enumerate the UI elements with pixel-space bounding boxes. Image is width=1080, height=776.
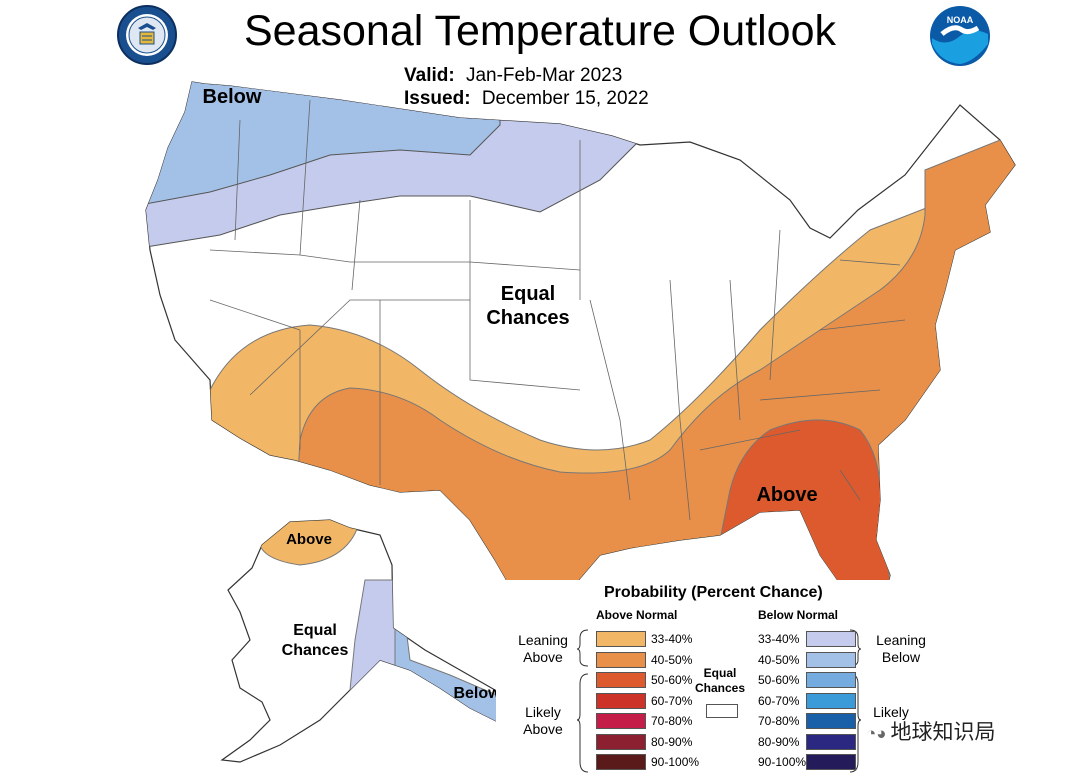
legend-equal-swatch xyxy=(706,704,738,718)
leaning-above-line1: Leaning xyxy=(518,632,568,648)
legend-below-swatch-6 xyxy=(806,754,856,770)
legend-below-range-5: 80-90% xyxy=(758,734,800,749)
legend-above-range-6: 90-100% xyxy=(651,755,700,769)
likely-below-line1: Likely xyxy=(873,704,909,720)
legend-above-swatch-3 xyxy=(596,692,646,709)
likely-above-line2: Above xyxy=(523,721,563,737)
label-above-alaska: Above xyxy=(286,531,332,548)
label-below-northwest: Below xyxy=(202,86,262,108)
legend-below-range-6: 90-100% xyxy=(758,755,807,769)
leaning-below-line2: Below xyxy=(881,649,921,665)
equal-line1: Equal xyxy=(703,666,737,680)
likely-above-line1: Likely xyxy=(525,704,561,720)
legend-below-header: Below Normal xyxy=(758,608,839,622)
legend-above-swatch-5 xyxy=(596,733,646,750)
watermark-text: 地球知识局 xyxy=(890,721,996,744)
legend-above-swatch-0 xyxy=(596,631,646,647)
legend-below-range-1: 40-50% xyxy=(758,652,800,667)
svg-text:NOAA: NOAA xyxy=(947,15,974,25)
legend-likely-above: Likely Above xyxy=(508,704,578,738)
leaning-above-line2: Above xyxy=(523,649,563,665)
legend-above-header: Above Normal xyxy=(596,608,678,622)
legend-below-range-4: 70-80% xyxy=(758,714,800,728)
legend-below-swatch-5 xyxy=(806,733,856,750)
legend-below-swatch-1 xyxy=(806,651,856,668)
legend-above-swatch-6 xyxy=(596,754,646,770)
legend-above-range-2: 50-60% xyxy=(651,673,693,687)
legend-above-range-3: 60-70% xyxy=(651,693,693,708)
issued-value: December 15, 2022 xyxy=(481,88,649,109)
legend-above-range-5: 80-90% xyxy=(651,734,693,749)
legend-likely-below: Likely xyxy=(866,704,916,721)
legend: Probability (Percent Chance) Above Norma… xyxy=(496,580,986,774)
commerce-seal-icon xyxy=(117,5,177,65)
equal-chances-line1: Equal xyxy=(500,283,556,305)
legend-below-swatch-2 xyxy=(806,672,856,688)
valid-line: Valid: Jan-Feb-Mar 2023 xyxy=(404,64,704,88)
watermark: ◔◕ 地球知识局 xyxy=(866,716,1066,746)
legend-above-range-1: 40-50% xyxy=(651,652,693,667)
label-above-southeast: Above xyxy=(756,484,818,506)
label-equal-chances-conus: Equal Chances xyxy=(470,282,586,330)
legend-leaning-below: Leaning Below xyxy=(866,632,936,666)
label-below-alaska: Below xyxy=(453,685,501,702)
right-brace-icon xyxy=(849,629,862,773)
valid-value: Jan-Feb-Mar 2023 xyxy=(465,65,623,86)
legend-above-range-4: 70-80% xyxy=(651,714,693,728)
legend-above-swatch-2 xyxy=(596,672,646,688)
legend-below-swatch-4 xyxy=(806,713,856,729)
issued-label: Issued: xyxy=(404,88,471,109)
legend-equal-chances: Equal Chances xyxy=(692,666,748,696)
equal-chances-line2: Chances xyxy=(486,307,570,329)
page-title: Seasonal Temperature Outlook xyxy=(243,7,836,55)
legend-below-swatch-3 xyxy=(806,692,856,709)
label-equal-chances-alaska: Equal Chances xyxy=(270,621,360,661)
ak-equal-line2: Chances xyxy=(281,642,349,659)
legend-below-range-2: 50-60% xyxy=(758,673,800,687)
legend-title: Probability (Percent Chance) xyxy=(604,584,823,601)
legend-above-swatch-4 xyxy=(596,713,646,729)
valid-label: Valid: xyxy=(404,65,455,86)
legend-leaning-above: Leaning Above xyxy=(508,632,578,666)
leaning-below-line1: Leaning xyxy=(876,632,926,648)
ak-equal-line1: Equal xyxy=(293,622,337,639)
issued-line: Issued: December 15, 2022 xyxy=(404,87,704,111)
legend-below-swatch-0 xyxy=(806,631,856,647)
wechat-icon: ◔◕ xyxy=(866,724,887,743)
noaa-logo-icon: NOAA xyxy=(930,6,990,66)
legend-above-range-0: 33-40% xyxy=(651,632,693,646)
legend-above-swatch-1 xyxy=(596,651,646,668)
legend-below-range-0: 33-40% xyxy=(758,632,800,646)
left-brace-icon xyxy=(576,629,589,773)
legend-below-range-3: 60-70% xyxy=(758,693,800,708)
equal-line2: Chances xyxy=(694,681,746,695)
